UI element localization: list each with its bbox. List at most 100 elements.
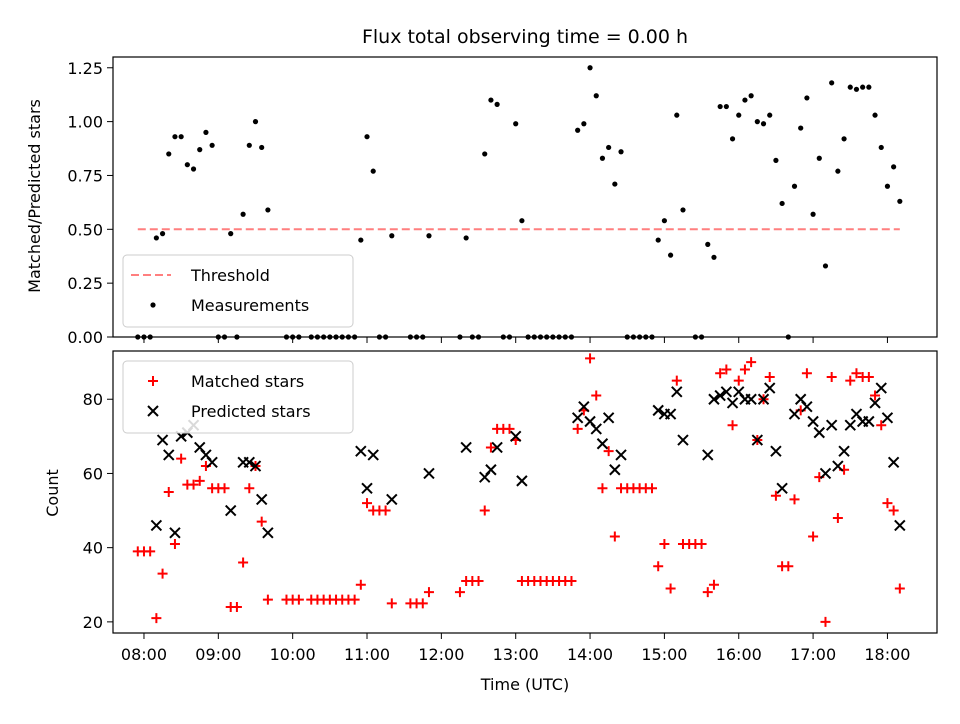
measurement-point <box>587 65 593 71</box>
measurement-point <box>593 93 599 99</box>
measurement-point <box>370 168 376 174</box>
predicted-point <box>770 445 782 457</box>
measurement-point <box>767 112 773 118</box>
panel-2: 20 40 60 80 08:00 09:00 10:00 11:00 12:00 13:00 14… <box>83 350 938 664</box>
legend: Matched stars Predicted stars <box>122 360 354 434</box>
y-tick-label: 0.50 <box>67 220 103 239</box>
measurement-point <box>661 218 667 224</box>
legend-predicted-swatch <box>147 405 159 417</box>
matched-point <box>851 368 862 379</box>
matched-point <box>256 516 267 527</box>
matched-point <box>454 587 465 598</box>
measurement-point <box>209 142 215 148</box>
matched-point <box>572 423 583 434</box>
matched-point <box>882 498 893 509</box>
predicted-point <box>262 527 274 539</box>
predicted-point <box>150 519 163 532</box>
measurement-point <box>791 183 798 189</box>
predicted-point <box>764 382 776 394</box>
matched-point <box>863 371 874 382</box>
matched-point <box>145 546 156 557</box>
legend-matched-swatch <box>148 376 158 386</box>
measurement-point <box>711 254 717 260</box>
predicted-point <box>863 415 875 428</box>
predicted-point <box>225 504 237 517</box>
matched-point <box>157 568 168 579</box>
y-tick-label: 0.75 <box>67 166 103 185</box>
legend-box <box>122 360 354 434</box>
y-tick-label: 80 <box>83 390 103 409</box>
x-tick-label: 08:00 <box>121 645 167 664</box>
matched-point <box>665 583 676 594</box>
measurement-point <box>252 119 259 125</box>
matched-point <box>721 364 732 375</box>
predicted-point <box>671 386 683 398</box>
matched-point <box>176 453 187 464</box>
predicted-point <box>832 460 844 472</box>
x-tick-label: 12:00 <box>418 645 464 664</box>
matched-point <box>715 368 726 379</box>
measurement-point <box>705 241 711 247</box>
predicted-point <box>664 408 677 420</box>
predicted-point <box>163 449 175 461</box>
matched-point <box>770 490 781 501</box>
measurement-point <box>389 233 395 239</box>
matched-point <box>169 538 180 549</box>
measurement-point <box>779 200 785 207</box>
measurement-point <box>426 233 432 239</box>
matched-point <box>585 353 596 364</box>
predicted-point <box>881 412 894 424</box>
matched-point <box>188 479 199 490</box>
measurement-point <box>773 157 779 163</box>
predicted-point <box>751 434 764 446</box>
matched-point <box>194 475 205 486</box>
matched-point <box>647 483 658 494</box>
matched-point <box>262 594 273 605</box>
matched-point <box>293 594 304 605</box>
matched-point <box>845 375 856 386</box>
y-tick-label: 0.25 <box>67 274 103 293</box>
matched-point <box>362 498 373 509</box>
measurement-point <box>488 97 494 103</box>
chart-title: Flux total observing time = 0.00 h <box>362 26 688 48</box>
legend-box <box>122 254 354 328</box>
matched-point <box>473 576 484 587</box>
predicted-point <box>807 415 819 428</box>
measurement-point <box>798 125 804 131</box>
matched-point <box>504 423 515 434</box>
measurement-point <box>494 101 500 107</box>
matched-point <box>479 505 490 516</box>
matched-point <box>826 371 837 382</box>
legend-label: Predicted stars <box>191 402 311 421</box>
matched-point <box>417 598 428 609</box>
measurement-point <box>736 112 742 118</box>
measurement-point <box>172 134 178 140</box>
x-tick-label: 10:00 <box>270 645 316 664</box>
predicted-point <box>367 449 379 461</box>
matched-point <box>231 602 242 613</box>
measurement-point <box>810 211 816 217</box>
measurement-point <box>159 231 166 237</box>
measurement-point <box>742 97 748 103</box>
measurement-point <box>655 237 661 243</box>
measurement-point <box>246 142 252 148</box>
measurement-point <box>835 168 841 174</box>
matched-point <box>888 505 899 516</box>
measurement-point <box>228 231 234 237</box>
measurement-point <box>760 121 767 127</box>
predicted-point <box>757 393 770 405</box>
matched-point <box>349 594 360 605</box>
matched-point <box>820 616 831 627</box>
predicted-point <box>838 445 850 457</box>
predicted-point <box>602 412 615 424</box>
predicted-point <box>361 482 373 494</box>
measurement-point <box>203 129 209 135</box>
matched-point <box>355 579 366 590</box>
predicted-point <box>825 419 838 431</box>
predicted-point <box>423 467 435 480</box>
y-tick-label: 40 <box>83 539 103 558</box>
predicted-point <box>720 386 733 398</box>
x-tick-label: 18:00 <box>864 645 910 664</box>
predicted-point <box>249 460 262 472</box>
